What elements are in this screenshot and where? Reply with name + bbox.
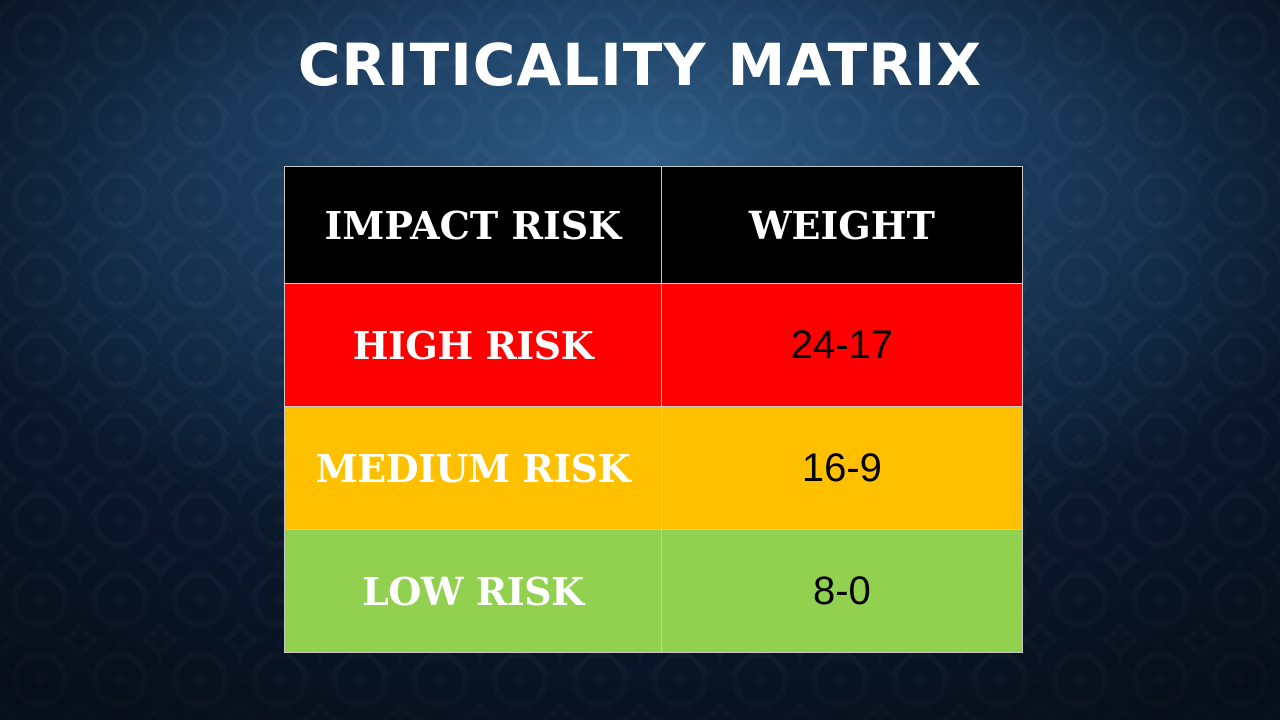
risk-label-high: HIGH RISK: [284, 283, 662, 407]
weight-value-low: 8-0: [660, 529, 1024, 653]
table-row-low-risk: LOW RISK 8-0: [284, 529, 1024, 653]
slide-title: CRITICALITY MATRIX: [297, 31, 983, 99]
table-row-medium-risk: MEDIUM RISK 16-9: [284, 406, 1024, 530]
table-row-high-risk: HIGH RISK 24-17: [284, 283, 1024, 407]
table-header-row: IMPACT RISK WEIGHT: [284, 166, 1024, 284]
header-weight: WEIGHT: [660, 166, 1024, 284]
weight-value-medium: 16-9: [660, 406, 1024, 530]
risk-label-low: LOW RISK: [284, 529, 662, 653]
criticality-table: IMPACT RISK WEIGHT HIGH RISK 24-17 MEDIU…: [284, 166, 1024, 653]
header-impact-risk: IMPACT RISK: [284, 166, 662, 284]
risk-label-medium: MEDIUM RISK: [284, 406, 662, 530]
weight-value-high: 24-17: [660, 283, 1024, 407]
